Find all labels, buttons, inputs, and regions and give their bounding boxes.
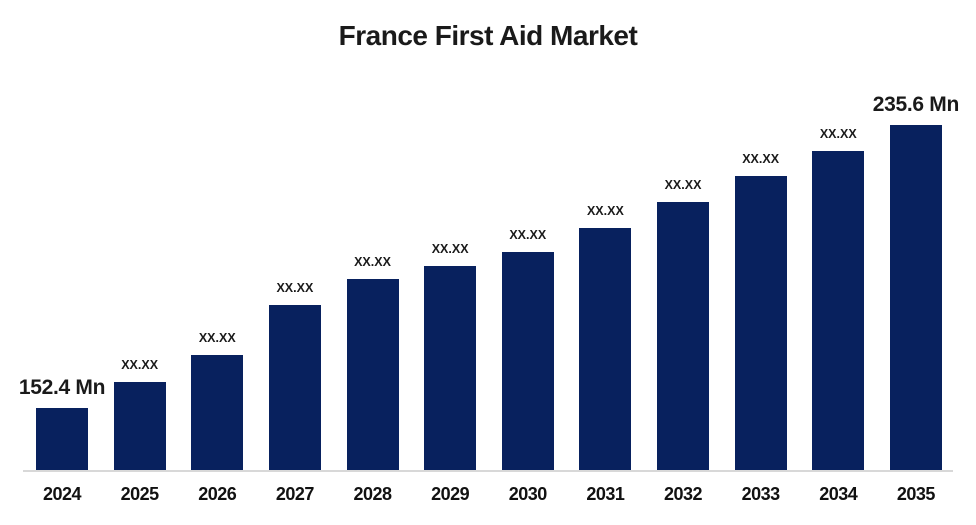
bar-column: 152.4 Mn bbox=[19, 377, 105, 470]
bar bbox=[812, 151, 865, 470]
bar bbox=[889, 125, 942, 470]
bar-value-label: XX.XX bbox=[354, 254, 391, 269]
bar bbox=[579, 228, 632, 470]
bar-column: 235.6 Mn bbox=[873, 94, 959, 470]
bar-value-label: XX.XX bbox=[819, 126, 857, 141]
x-axis-tick-label: 2034 bbox=[819, 484, 858, 504]
x-axis-tick-label: 2025 bbox=[120, 484, 160, 504]
bar bbox=[191, 355, 244, 470]
bar-value-label: XX.XX bbox=[431, 241, 469, 256]
x-axis-tick-label: 2027 bbox=[275, 484, 315, 504]
bar-column: XX.XX bbox=[424, 241, 477, 470]
x-axis-tick-label: 2029 bbox=[431, 484, 470, 504]
bar-value-label: XX.XX bbox=[121, 357, 159, 372]
x-axis-tick-label: 2030 bbox=[508, 484, 548, 504]
bar-value-label: XX.XX bbox=[664, 177, 702, 192]
bar bbox=[268, 305, 321, 470]
bar-value-label: XX.XX bbox=[586, 203, 624, 218]
bar-value-label: 235.6 Mn bbox=[872, 93, 960, 116]
bar-column: XX.XX bbox=[734, 151, 787, 470]
bar-column: XX.XX bbox=[113, 357, 166, 470]
bar bbox=[501, 252, 554, 470]
bar bbox=[734, 176, 787, 470]
bar-column: XX.XX bbox=[657, 177, 709, 470]
x-axis-tick-label: 2031 bbox=[586, 484, 625, 504]
bar-column: XX.XX bbox=[501, 227, 554, 470]
bar bbox=[424, 266, 477, 470]
bar-value-label: XX.XX bbox=[509, 227, 547, 242]
bar-value-label: 152.4 Mn bbox=[18, 376, 106, 399]
bar-value-label: XX.XX bbox=[742, 151, 780, 166]
bar-value-label: XX.XX bbox=[198, 330, 236, 345]
x-axis-tick-label: 2028 bbox=[353, 484, 392, 504]
bar-column: XX.XX bbox=[346, 254, 399, 470]
bar-column: XX.XX bbox=[268, 280, 321, 470]
bars: 152.4 Mn XX.XX XX.XX XX.XX XX.XX XX.XX XX.XX XX… bbox=[19, 0, 959, 470]
x-axis-tick-label: 2035 bbox=[896, 484, 936, 504]
bar bbox=[36, 408, 88, 470]
x-axis-tick-label: 2026 bbox=[198, 484, 237, 504]
bar-value-label: XX.XX bbox=[276, 280, 314, 295]
x-axis-line bbox=[23, 470, 953, 472]
bar-column: XX.XX bbox=[579, 203, 632, 470]
bar bbox=[346, 279, 399, 470]
bar bbox=[113, 382, 166, 470]
x-axis-tick-label: 2033 bbox=[741, 484, 781, 504]
chart-title: France First Aid Market bbox=[338, 20, 638, 51]
bar bbox=[657, 202, 709, 470]
x-axis-tick-label: 2024 bbox=[42, 484, 82, 504]
bar-column: XX.XX bbox=[191, 330, 244, 470]
x-axis-tick-label: 2032 bbox=[663, 484, 703, 504]
x-axis-labels: 2024 2025 2026 2027 2028 2029 2030 2031 2032 2033… bbox=[36, 484, 942, 505]
bar-column: XX.XX bbox=[812, 126, 865, 470]
